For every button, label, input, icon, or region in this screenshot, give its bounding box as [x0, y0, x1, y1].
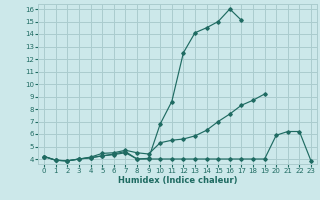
X-axis label: Humidex (Indice chaleur): Humidex (Indice chaleur): [118, 176, 237, 185]
